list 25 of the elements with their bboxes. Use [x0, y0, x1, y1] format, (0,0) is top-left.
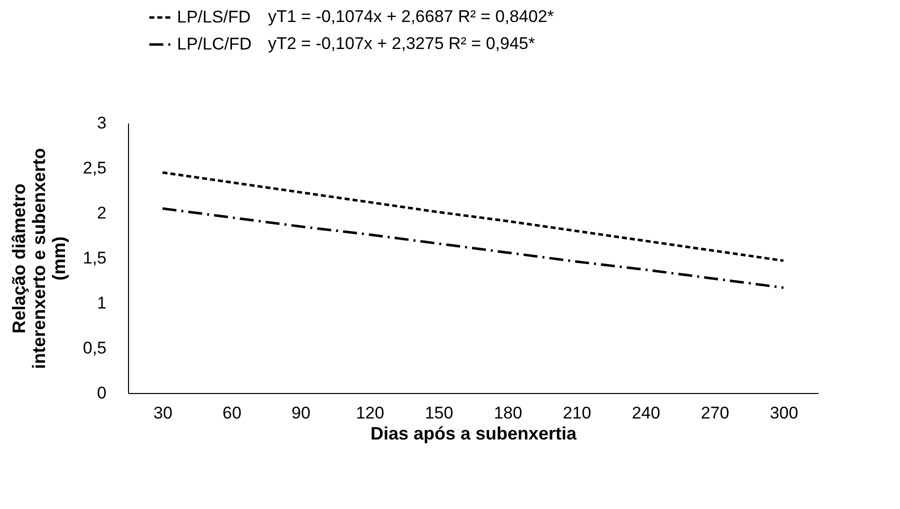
x-tick-label: 90 — [292, 404, 310, 422]
legend-label: LP/LC/FD — [177, 34, 252, 54]
y-tick-label: 1,5 — [82, 248, 106, 268]
line-series — [161, 207, 785, 289]
y-tick-label: 0,5 — [82, 338, 106, 358]
x-tick-label: 300 — [770, 404, 798, 422]
y-tick-label: 1 — [97, 294, 106, 312]
x-tick-label: 210 — [562, 404, 592, 422]
y-tick-label: 0 — [97, 384, 106, 402]
x-tick-label: 120 — [356, 404, 384, 422]
x-tick-label: 30 — [154, 404, 172, 422]
x-tick-label: 240 — [632, 404, 660, 422]
legend-label: LP/LS/FD — [177, 8, 251, 26]
y-tick-label: 2 — [97, 204, 106, 222]
x-axis-title: Dias após a subenxertia — [370, 424, 578, 444]
x-tick-label: 180 — [494, 404, 522, 422]
text: yT1 = -0,1074x + 2,6687 R² = 0,8402* — [268, 7, 554, 26]
y-tick-label: 3 — [97, 114, 106, 132]
x-tick-label: 60 — [222, 404, 242, 422]
text: yT2 = -0,107x + 2,3275 R² = 0,945* — [268, 34, 536, 53]
y-tick-label: 2,5 — [82, 158, 106, 178]
x-tick-label: 150 — [424, 404, 454, 422]
line-series — [161, 171, 785, 262]
x-tick-label: 270 — [700, 404, 730, 422]
y-axis-title: Relação diâmetro interenxerto e subenxerto (mm) — [8, 148, 69, 370]
